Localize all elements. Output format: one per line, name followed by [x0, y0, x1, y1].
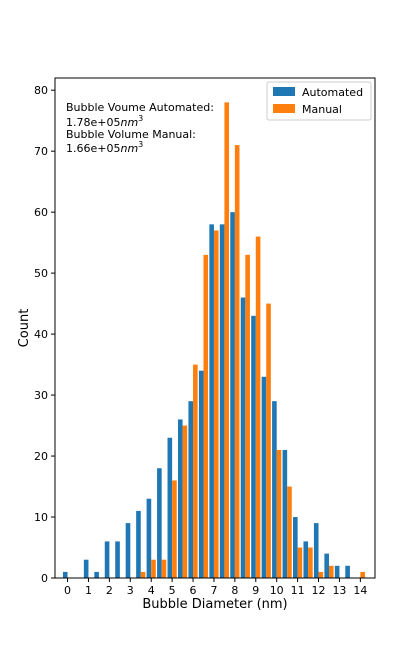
bar-manual-9 — [255, 236, 261, 578]
x-axis-label: Bubble Diameter (nm) — [142, 597, 287, 612]
y-tick-label: 30 — [34, 389, 48, 402]
bar-manual-4.5 — [161, 559, 167, 578]
bar-automated-5 — [167, 437, 173, 578]
bar-automated-9.5 — [261, 376, 267, 578]
legend: Automated Manual — [266, 81, 372, 121]
bar-automated-2 — [104, 541, 110, 578]
bar-automated-6 — [188, 401, 194, 578]
x-tick-label: 9 — [252, 584, 259, 597]
y-axis-ticks: 0 10 20 30 40 50 60 70 80 — [34, 84, 55, 585]
bar-automated-11.5 — [303, 541, 309, 578]
bar-automated-11 — [293, 517, 298, 578]
x-tick-label: 6 — [190, 584, 197, 597]
bar-manual-6 — [193, 364, 198, 578]
bar-manual-7.5 — [224, 102, 230, 578]
x-tick-label: 11 — [291, 584, 305, 597]
bar-manual-12 — [318, 571, 324, 578]
bar-automated-10.5 — [282, 449, 288, 578]
x-tick-label: 0 — [64, 584, 71, 597]
y-tick-label: 40 — [34, 328, 48, 341]
x-tick-label: 3 — [127, 584, 134, 597]
bar-automated-5.5 — [177, 419, 183, 578]
annotation-automated-label: Bubble Voume Automated: — [66, 101, 214, 114]
plot-frame — [54, 77, 376, 579]
bar-manual-8 — [234, 145, 240, 578]
bar-manual-4 — [151, 559, 156, 578]
bar-manual-6.5 — [203, 254, 209, 578]
bar-automated-7.5 — [219, 224, 225, 578]
x-tick-label: 8 — [231, 584, 238, 597]
bar-automated-7 — [209, 224, 214, 578]
bar-manual-3.5 — [140, 571, 146, 578]
bar-automated-1.5 — [94, 571, 99, 578]
bar-automated-12.5 — [324, 553, 329, 578]
bar-manual-11.5 — [308, 547, 313, 578]
bar-automated-8 — [230, 212, 235, 578]
y-tick-label: 70 — [34, 145, 48, 158]
x-tick-label: 7 — [210, 584, 217, 597]
annotation-manual: Bubble Volume Manual: 1.66e+05nm3 — [66, 128, 196, 155]
annotation-automated: Bubble Voume Automated: 1.78e+05nm3 — [66, 101, 214, 129]
x-tick-label: 5 — [169, 584, 176, 597]
bar-automated-4 — [146, 498, 152, 578]
bar-automated-4.5 — [157, 468, 162, 578]
bar-manual-10.5 — [287, 486, 292, 578]
y-tick-label: 20 — [34, 450, 48, 463]
x-tick-label: 12 — [312, 584, 326, 597]
x-tick-label: 14 — [353, 584, 367, 597]
bar-automated-2.5 — [115, 541, 120, 578]
y-tick-label: 0 — [41, 572, 48, 585]
x-axis-ticks: 0 1 2 3 4 5 6 7 8 9 10 11 12 13 14 — [64, 578, 367, 597]
bar-automated-13.5 — [345, 565, 350, 578]
y-tick-label: 10 — [34, 511, 48, 524]
x-tick-label: 4 — [148, 584, 155, 597]
annotation-manual-value: 1.66e+05nm3 — [66, 140, 143, 155]
bar-automated-3 — [125, 523, 131, 578]
y-axis-label: Count — [17, 309, 32, 348]
bar-manual-5 — [172, 480, 177, 578]
legend-swatch-manual — [273, 104, 295, 113]
bar-automated-13 — [334, 565, 340, 578]
legend-label-manual: Manual — [302, 103, 342, 116]
legend-label-automated: Automated — [302, 86, 363, 99]
bar-manual-10 — [276, 449, 282, 578]
y-tick-label: 80 — [34, 84, 48, 97]
x-tick-label: 2 — [106, 584, 113, 597]
bar-automated-1 — [83, 559, 89, 578]
bar-automated-6.5 — [198, 370, 204, 578]
legend-swatch-automated — [273, 87, 295, 96]
bar-automated-10 — [272, 401, 277, 578]
y-tick-label: 60 — [34, 206, 48, 219]
annotation-automated-value: 1.78e+05nm3 — [66, 114, 143, 129]
x-tick-label: 10 — [270, 584, 284, 597]
bar-manual-14 — [360, 571, 365, 578]
y-tick-label: 50 — [34, 267, 48, 280]
bar-automated-8.5 — [240, 297, 246, 578]
bar-automated-12 — [313, 523, 319, 578]
x-tick-label: 1 — [85, 584, 92, 597]
bar-automated-9 — [251, 315, 256, 578]
bar-manual-9.5 — [266, 303, 271, 578]
bars-layer — [62, 102, 365, 578]
bar-manual-5.5 — [182, 425, 188, 578]
bar-manual-11 — [297, 547, 303, 578]
bar-automated-0 — [62, 571, 68, 578]
annotation-manual-label: Bubble Volume Manual: — [66, 128, 196, 141]
bar-manual-7 — [213, 230, 219, 578]
bar-manual-8.5 — [245, 254, 250, 578]
x-tick-label: 13 — [332, 584, 346, 597]
bar-automated-3.5 — [136, 510, 141, 578]
bar-manual-12.5 — [328, 565, 334, 578]
